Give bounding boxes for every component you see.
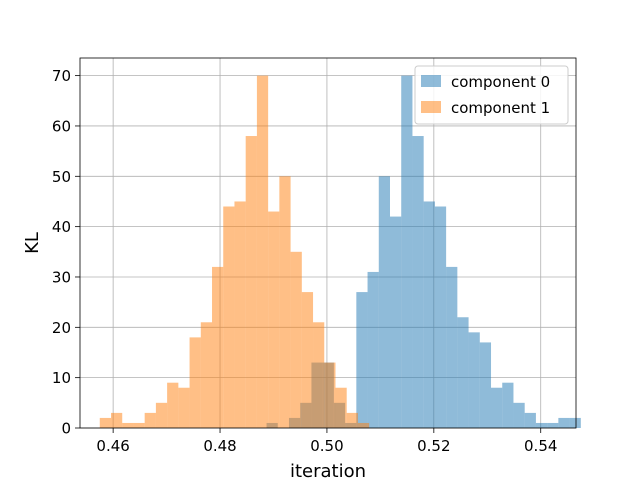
histogram-bar (367, 271, 379, 428)
x-axis-label: iteration (290, 461, 366, 480)
histogram-bar (290, 251, 302, 428)
histogram-bar (223, 206, 235, 428)
histogram-bar (167, 382, 179, 428)
histogram-bar (357, 422, 370, 428)
histogram-bar (378, 176, 390, 428)
x-tick-label: 0.50 (310, 437, 343, 455)
histogram-bar (189, 337, 201, 428)
histogram-bar (301, 292, 314, 428)
histogram-bar (547, 422, 559, 428)
axis-ticks: 0.46 0.48 0.50 0.52 0.54 0 10 20 30 40 50 60 70 (52, 67, 558, 455)
histogram-bar (468, 332, 480, 428)
legend-swatch-component-1 (421, 101, 441, 113)
y-tick-label: 0 (61, 420, 71, 438)
histogram-bar (446, 266, 458, 428)
legend-label-component-0: component 0 (451, 73, 550, 91)
x-tick-label: 0.54 (524, 437, 557, 455)
histogram-bar (535, 422, 548, 428)
histogram-bar (200, 322, 213, 428)
histogram-bar (390, 216, 402, 428)
histogram-bar (122, 422, 134, 428)
histogram-bar (558, 417, 570, 428)
histogram-bar (513, 402, 525, 428)
legend-label-component-1: component 1 (451, 99, 550, 117)
histogram-bars (99, 75, 581, 428)
x-tick-label: 0.48 (203, 437, 236, 455)
plot-frame (79, 57, 577, 429)
histogram-bar (324, 362, 336, 428)
histogram-bar (268, 211, 280, 428)
histogram-bar (457, 317, 469, 428)
histogram-bar (412, 136, 424, 428)
histogram-bar (524, 412, 536, 428)
histogram-bar (133, 422, 145, 428)
histogram-bar (502, 382, 514, 428)
y-tick-label: 10 (52, 369, 71, 387)
y-tick-label: 20 (52, 319, 71, 337)
histogram-bar (245, 136, 257, 428)
histogram-bar (144, 412, 156, 428)
series-component-1 (99, 75, 370, 428)
histogram-bar (356, 292, 368, 428)
histogram-bar (479, 342, 492, 428)
histogram-bar (335, 387, 347, 428)
y-tick-label: 70 (52, 67, 71, 85)
histogram-bar (178, 387, 190, 428)
histogram-bar (256, 75, 269, 428)
histogram-bar (234, 201, 246, 428)
histogram-bar (569, 417, 581, 428)
y-axis-label: KL (22, 232, 43, 254)
histogram-bar (99, 417, 111, 428)
histogram-bar (111, 412, 123, 428)
y-tick-label: 60 (52, 117, 71, 135)
legend-swatch-component-0 (421, 75, 441, 87)
histogram-bar (212, 266, 224, 428)
histogram-bar (155, 402, 168, 428)
histogram-bar (491, 387, 503, 428)
histogram-bar (346, 412, 358, 428)
axes-frame (79, 57, 577, 429)
histogram-bar (423, 201, 435, 428)
y-tick-label: 40 (52, 218, 71, 236)
histogram-bar (434, 206, 447, 428)
histogram-bar (313, 322, 325, 428)
histogram-bar (279, 176, 291, 428)
legend-box (414, 65, 569, 125)
histogram-bar (401, 75, 413, 428)
y-tick-label: 30 (52, 268, 71, 286)
x-tick-label: 0.52 (417, 437, 450, 455)
legend: component 0 component 1 (414, 65, 569, 125)
y-tick-label: 50 (52, 168, 71, 186)
x-tick-label: 0.46 (96, 437, 129, 455)
